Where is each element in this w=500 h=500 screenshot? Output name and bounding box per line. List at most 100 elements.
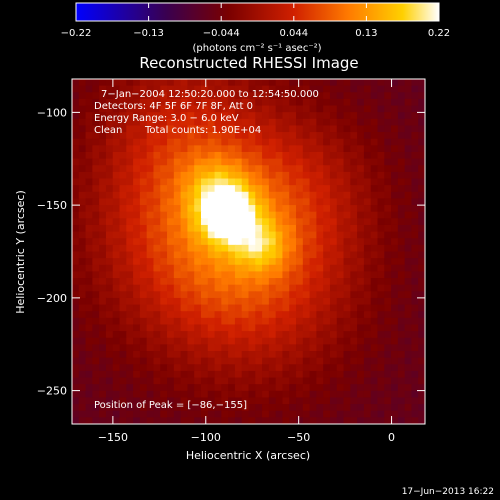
- heatmap-cell: [248, 158, 256, 166]
- heatmap-cell: [262, 158, 270, 166]
- heatmap-cell: [268, 410, 277, 418]
- heatmap-cell: [167, 132, 175, 140]
- heatmap-cell: [350, 384, 358, 392]
- heatmap-cell: [357, 191, 365, 200]
- heatmap-cell: [153, 238, 161, 246]
- heatmap-cell: [133, 198, 141, 206]
- heatmap-cell: [187, 357, 195, 365]
- heatmap-cell: [180, 284, 189, 292]
- heatmap-cell: [275, 238, 284, 246]
- heatmap-cell: [282, 370, 290, 379]
- heatmap-cell: [411, 244, 419, 253]
- heatmap-cell: [228, 271, 236, 279]
- heatmap-cell: [357, 284, 365, 292]
- heatmap-cell: [234, 410, 243, 418]
- heatmap-cell: [282, 205, 290, 213]
- heatmap-cell: [262, 238, 270, 246]
- heatmap-cell: [336, 251, 345, 259]
- heatmap-cell: [316, 278, 324, 286]
- heatmap-cell: [160, 397, 168, 405]
- heatmap-cell: [255, 211, 263, 219]
- heatmap-cell: [377, 231, 385, 239]
- heatmap-cell: [357, 98, 365, 107]
- heatmap-cell: [221, 397, 229, 405]
- heatmap-cell: [363, 397, 372, 405]
- heatmap-cell: [357, 218, 365, 226]
- heatmap-cell: [248, 311, 256, 319]
- heatmap-cell: [78, 218, 87, 226]
- heatmap-cell: [228, 171, 236, 180]
- heatmap-cell: [336, 105, 345, 113]
- heatmap-cell: [370, 317, 379, 326]
- heatmap-cell: [397, 218, 406, 226]
- heatmap-cell: [207, 231, 216, 239]
- heatmap-cell: [78, 337, 87, 345]
- heatmap-cell: [343, 105, 351, 113]
- heatmap-cell: [323, 198, 331, 206]
- heatmap-cell: [316, 291, 324, 299]
- heatmap-cell: [329, 410, 338, 418]
- heatmap-cell: [343, 238, 351, 246]
- heatmap-cell: [99, 112, 107, 120]
- colorbar-tick-label: −0.22: [61, 28, 92, 39]
- heatmap-cell: [99, 171, 107, 180]
- heatmap-cell: [146, 337, 155, 345]
- heatmap-cell: [418, 297, 425, 306]
- heatmap-cell: [248, 178, 256, 186]
- heatmap-cell: [296, 278, 304, 286]
- heatmap-cell: [133, 105, 141, 113]
- heatmap-cell: [139, 271, 148, 279]
- heatmap-cell: [99, 317, 107, 326]
- heatmap-cell: [296, 218, 304, 226]
- heatmap-cell: [187, 145, 195, 153]
- heatmap-cell: [72, 178, 80, 186]
- heatmap-cell: [200, 151, 209, 160]
- heatmap-cell: [241, 231, 250, 239]
- heatmap-cell: [160, 304, 168, 312]
- heatmap-cell: [316, 92, 324, 100]
- heatmap-cell: [411, 317, 419, 326]
- heatmap-cell: [357, 291, 365, 299]
- heatmap-cell: [167, 291, 175, 299]
- heatmap-cell: [323, 284, 331, 292]
- heatmap-cell: [173, 198, 182, 206]
- heatmap-cell: [180, 390, 189, 399]
- heatmap-cell: [126, 132, 134, 140]
- heatmap-cell: [241, 417, 250, 424]
- heatmap-cell: [370, 218, 379, 226]
- heatmap-cell: [370, 125, 379, 133]
- heatmap-cell: [207, 271, 216, 279]
- heatmap-cell: [112, 98, 121, 107]
- heatmap-cell: [72, 198, 80, 206]
- heatmap-cell: [323, 317, 331, 326]
- heatmap-cell: [275, 397, 284, 405]
- heatmap-cell: [173, 92, 182, 100]
- heatmap-cell: [350, 357, 358, 365]
- heatmap-cell: [139, 145, 148, 153]
- heatmap-cell: [357, 337, 365, 345]
- heatmap-cell: [343, 331, 351, 339]
- heatmap-cell: [228, 304, 236, 312]
- heatmap-cell: [384, 291, 392, 299]
- heatmap-cell: [200, 417, 209, 424]
- heatmap-cell: [268, 151, 277, 160]
- heatmap-cell: [126, 165, 134, 173]
- heatmap-cell: [296, 417, 304, 424]
- heatmap-cell: [160, 284, 168, 292]
- heatmap-cell: [153, 370, 161, 379]
- heatmap-cell: [187, 151, 195, 160]
- heatmap-cell: [302, 251, 311, 259]
- heatmap-cell: [357, 238, 365, 246]
- heatmap-cell: [153, 211, 161, 219]
- heatmap-cell: [397, 351, 406, 359]
- heatmap-cell: [316, 357, 324, 365]
- heatmap-cell: [370, 384, 379, 392]
- heatmap-cell: [92, 158, 100, 166]
- x-tick-label: −50: [287, 431, 310, 444]
- heatmap-cell: [357, 311, 365, 319]
- heatmap-cell: [99, 357, 107, 365]
- heatmap-cell: [78, 244, 87, 253]
- heatmap-cell: [160, 125, 168, 133]
- heatmap-cell: [200, 404, 209, 412]
- heatmap-cell: [262, 304, 270, 312]
